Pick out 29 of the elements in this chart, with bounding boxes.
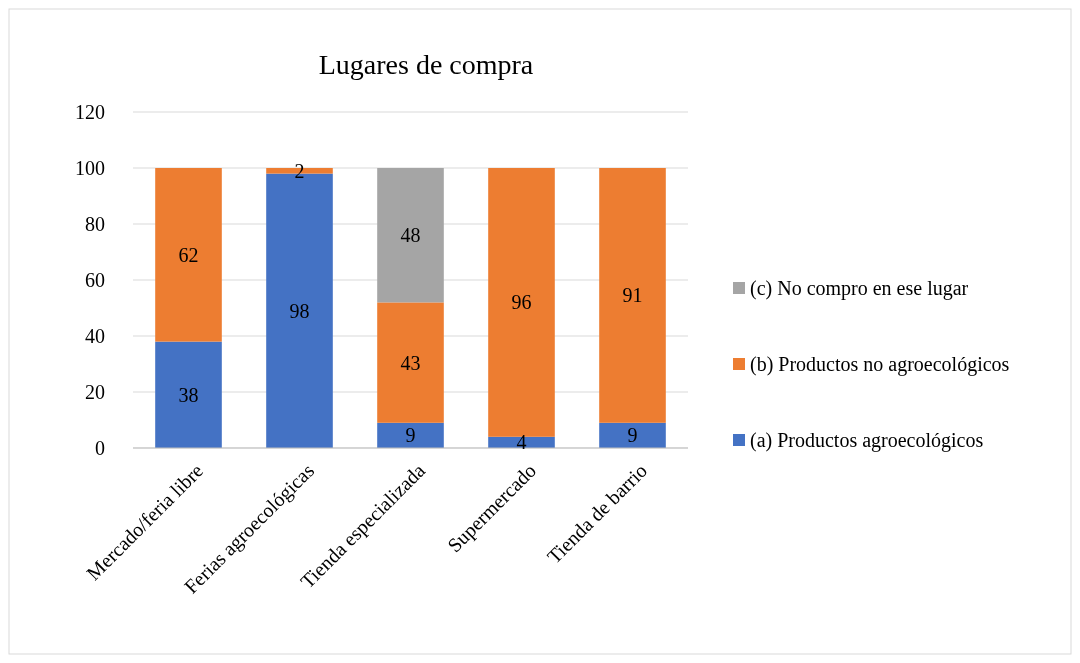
- bar: [599, 422, 666, 448]
- data-label: 96: [511, 291, 532, 314]
- data-label: 98: [289, 299, 310, 322]
- data-label: 43: [400, 351, 421, 374]
- data-label: 38: [178, 383, 199, 406]
- legend-label: (c) No compro en ese lugar: [750, 277, 969, 300]
- chart-title: Lugares de compra: [318, 49, 534, 80]
- y-tick-label: 60: [85, 269, 105, 291]
- y-tick-label: 100: [75, 157, 105, 179]
- bar: [377, 168, 444, 303]
- legend-label: (a) Productos agroecológicos: [750, 429, 984, 452]
- data-label: 9: [627, 424, 638, 447]
- bar: [155, 168, 222, 342]
- bar: [155, 341, 222, 448]
- y-tick-label: 0: [95, 437, 105, 459]
- data-label: 91: [622, 284, 643, 307]
- data-label: 9: [405, 424, 416, 447]
- data-label: 4: [516, 431, 527, 454]
- y-tick-label: 40: [85, 325, 105, 347]
- bar: [377, 422, 444, 448]
- bar: [488, 168, 555, 437]
- bar: [599, 168, 666, 423]
- y-tick-label: 20: [85, 381, 105, 403]
- bar: [377, 302, 444, 423]
- y-tick-label: 120: [75, 101, 105, 123]
- data-label: 62: [178, 243, 199, 266]
- data-label: 48: [400, 224, 421, 247]
- y-tick-label: 80: [85, 213, 105, 235]
- legend-label: (b) Productos no agroecológicos: [750, 353, 1010, 376]
